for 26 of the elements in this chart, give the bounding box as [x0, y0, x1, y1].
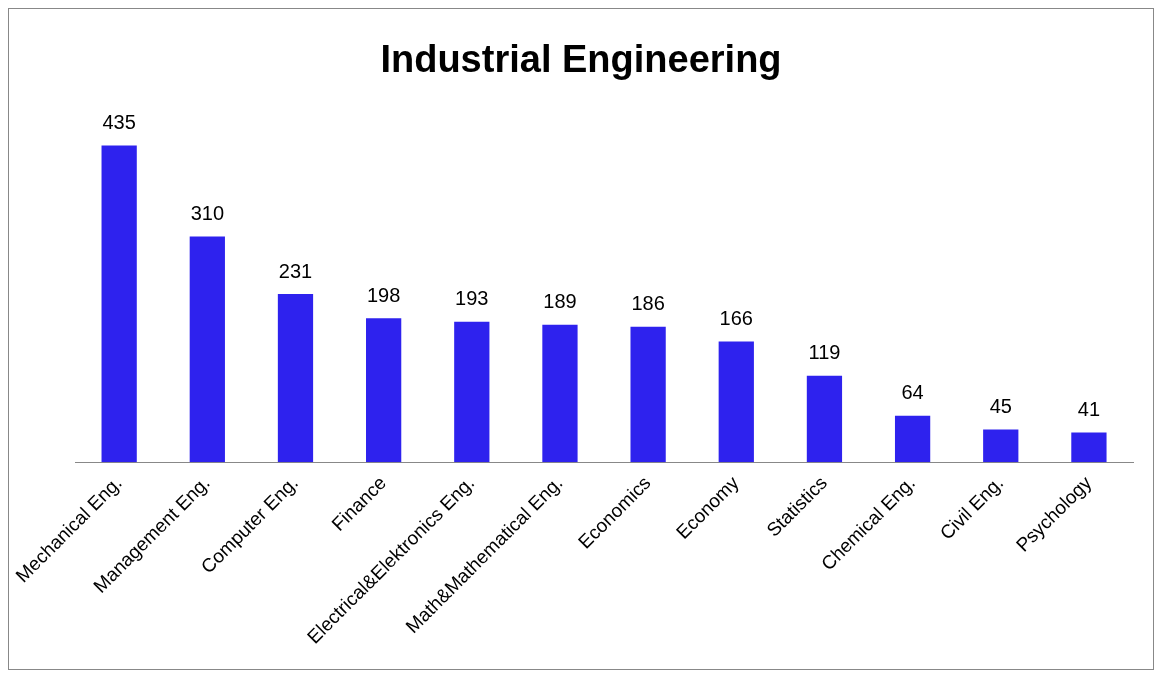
bar — [630, 326, 666, 463]
data-label: 193 — [455, 287, 489, 310]
data-label: 186 — [631, 292, 665, 315]
bar — [894, 415, 931, 463]
bar — [101, 145, 137, 463]
bar — [542, 324, 578, 463]
data-label: 166 — [719, 306, 753, 329]
bar — [366, 318, 402, 463]
bar — [983, 429, 1019, 463]
data-label: 119 — [808, 341, 841, 364]
bar — [189, 236, 225, 463]
data-label: 45 — [989, 395, 1012, 418]
data-label: 64 — [901, 381, 924, 404]
data-label: 231 — [278, 259, 313, 282]
data-label: 310 — [190, 202, 225, 225]
data-label: 189 — [543, 290, 577, 313]
bar — [718, 341, 754, 463]
data-label: 435 — [102, 111, 136, 134]
bar — [454, 321, 490, 463]
bar — [806, 375, 843, 463]
data-label: 41 — [1077, 397, 1101, 420]
chart-title: Industrial Engineering — [380, 38, 782, 81]
bar — [1071, 432, 1107, 463]
x-tick-label: Civil Eng. — [935, 472, 1008, 544]
bar — [277, 294, 314, 463]
data-label: 198 — [366, 283, 401, 306]
